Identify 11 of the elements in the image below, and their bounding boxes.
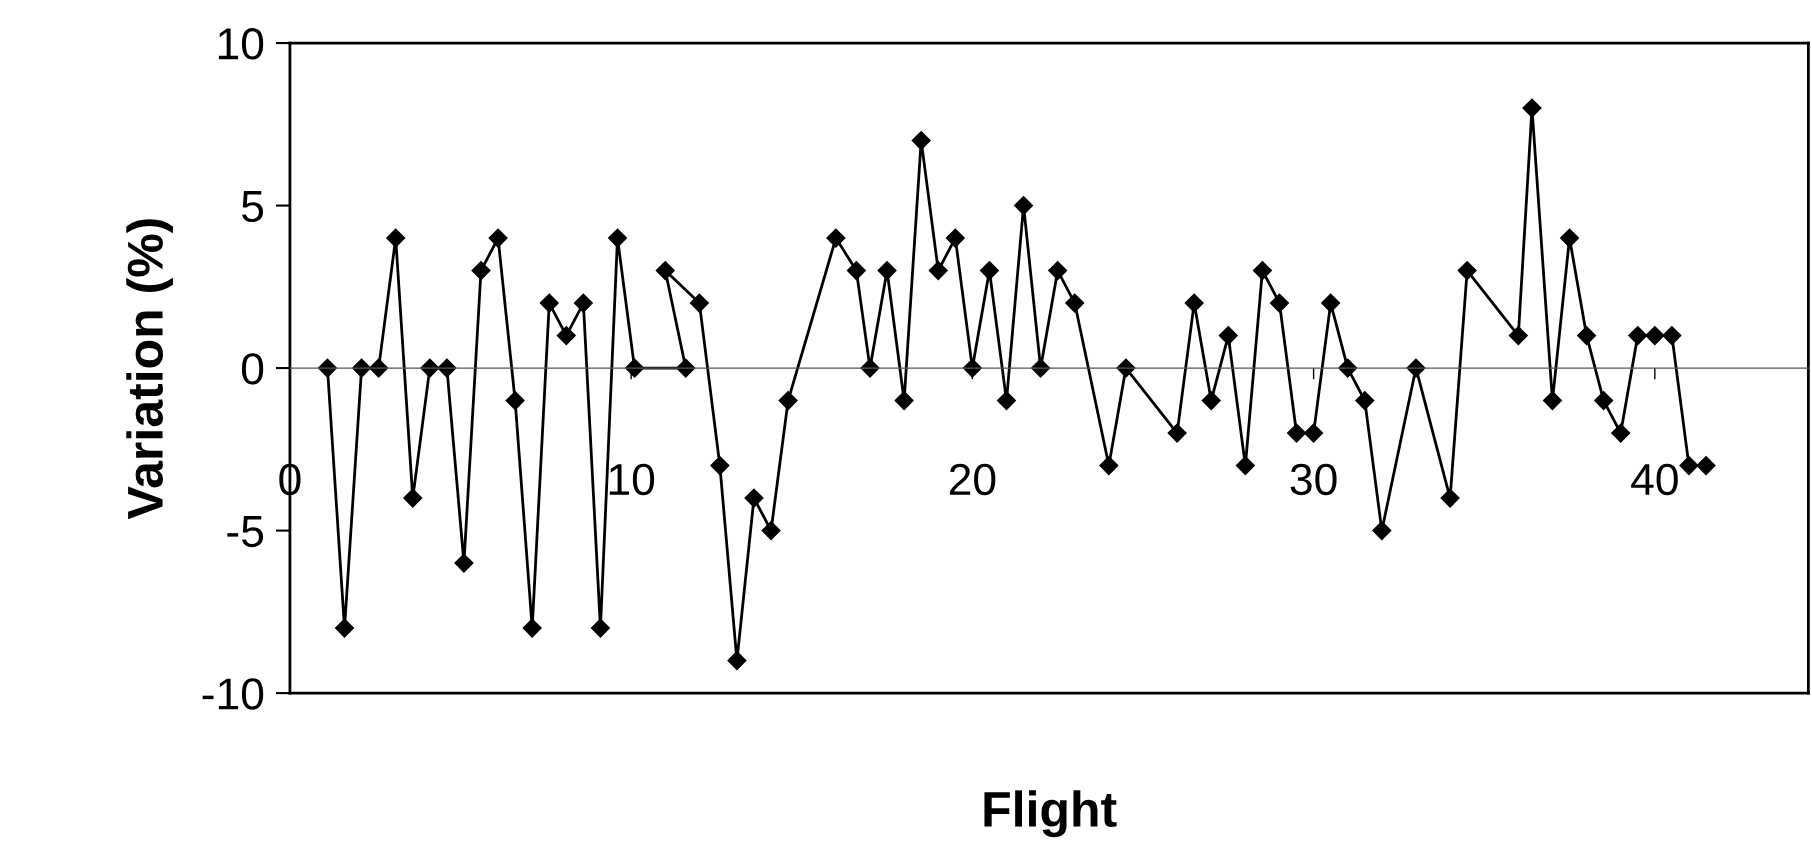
x-tick-label: 10 [609,463,655,496]
y-tick-label: 10 [218,28,264,60]
y-tick-label: -5 [227,516,264,548]
x-tick-label: 30 [1290,463,1337,496]
y-tick-label: -10 [202,678,264,710]
x-tick-label: 40 [1631,463,1678,496]
y-tick-label: 5 [241,191,264,223]
x-tick-label: 20 [949,463,996,496]
y-tick-label: 0 [241,353,264,385]
y-axis-title: Variation (%) [126,219,173,520]
x-axis-title: Flight [984,790,1117,838]
